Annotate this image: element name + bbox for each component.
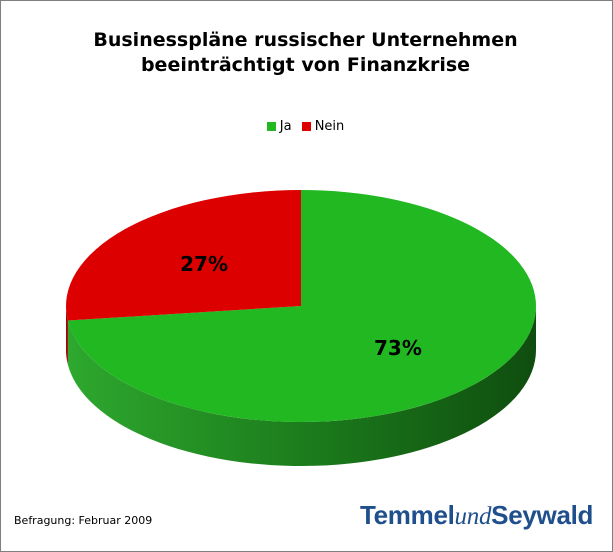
brand-logo: TemmelundSeywald bbox=[360, 500, 593, 531]
pie-side-ja bbox=[67, 306, 537, 466]
pie-slice-ja bbox=[67, 190, 536, 422]
legend-swatch-ja bbox=[266, 122, 276, 131]
legend-item-ja: Ja bbox=[266, 119, 292, 134]
chart-title-line-2: beeinträchtigt von Finanzkrise bbox=[140, 54, 471, 76]
data-label-ja: 73% bbox=[374, 336, 422, 360]
logo-part-3: Seywald bbox=[491, 500, 594, 530]
chart-title: Businesspläne russischer Unternehmen bee… bbox=[0, 28, 611, 78]
pie-slice-nein bbox=[65, 190, 301, 321]
data-label-nein: 27% bbox=[180, 252, 228, 276]
survey-footnote: Befragung: Februar 2009 bbox=[14, 514, 153, 527]
logo-part-2: und bbox=[454, 503, 492, 530]
legend-label-nein: Nein bbox=[314, 119, 345, 134]
pie-side-nein bbox=[66, 306, 68, 365]
legend-swatch-nein bbox=[301, 122, 311, 131]
chart-title-line-1: Businesspläne russischer Unternehmen bbox=[93, 29, 518, 51]
legend-label-ja: Ja bbox=[279, 119, 292, 134]
chart-legend: Ja Nein bbox=[0, 119, 611, 135]
legend-item-nein: Nein bbox=[301, 119, 345, 134]
logo-part-1: Temmel bbox=[360, 500, 455, 530]
